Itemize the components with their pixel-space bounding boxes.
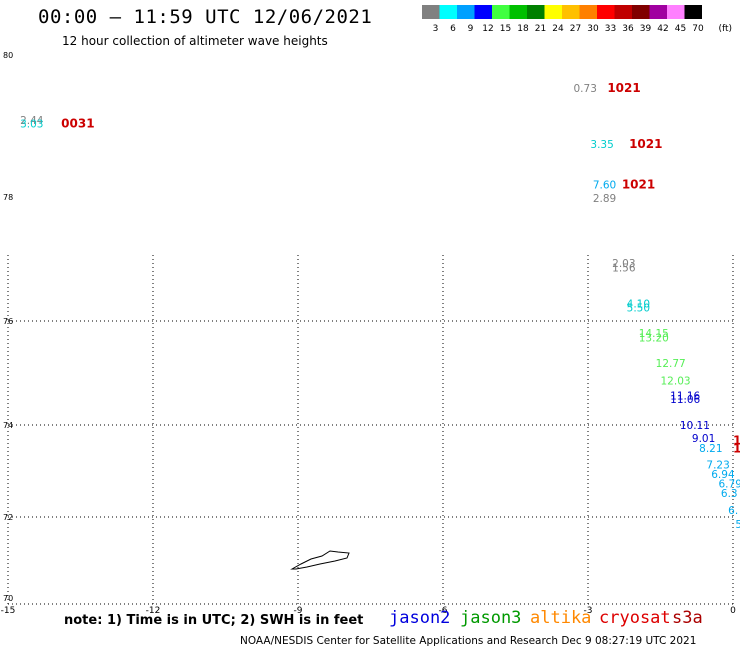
wave-height-label: 12.03 [661, 375, 691, 387]
wave-height-label: 12.77 [656, 358, 686, 370]
wave-height-label: 5.50 [627, 303, 650, 315]
wave-height-label: 5 [735, 519, 740, 531]
wave-height-label: 3.35 [590, 139, 613, 151]
legend-swatch [509, 5, 527, 19]
wave-height-label: 8.21 [699, 443, 722, 455]
legend-swatch [439, 5, 457, 19]
legend-swatch [562, 5, 580, 19]
lat-tick-label: 70 [3, 594, 13, 603]
legend-label: 24 [552, 24, 564, 34]
wave-height-label: 0031 [61, 116, 94, 130]
legend-label: 70 [692, 24, 704, 34]
footer-credit: NOAA/NESDIS Center for Satellite Applica… [240, 635, 697, 647]
lon-tick-label: 0 [730, 606, 736, 616]
wave-height-label: 2.44 [20, 115, 44, 127]
wave-height-label: 6.94 [711, 469, 735, 481]
wave-height-label: 4.10 [627, 298, 650, 310]
satellite-name: jason3 [460, 608, 522, 628]
satellite-name: s3a [672, 608, 703, 628]
wave-height-legend: 3 6 9 12 15 18 21 24 27 30 33 36 39 42 45 70 (ft) [422, 5, 732, 34]
lat-tick-label: 80 [3, 51, 13, 60]
wave-height-label: 7.60 [593, 179, 616, 191]
lon-tick-label: -9 [294, 606, 303, 616]
satellite-name: cryosat [599, 608, 671, 628]
satellite-name: altika [530, 608, 592, 628]
wave-height-label: 2.89 [593, 193, 616, 205]
wave-height-label: 7.23 [706, 460, 729, 472]
footer-note: note: 1) Time is in UTC; 2) SWH is in fe… [64, 613, 364, 628]
wave-height-label: 1.56 [612, 262, 636, 274]
lon-tick-label: -15 [1, 606, 16, 616]
lon-tick-label: -6 [439, 606, 448, 616]
lat-tick-label: 74 [3, 421, 13, 430]
page-title: 00:00 – 11:59 UTC 12/06/2021 [38, 6, 373, 28]
wave-height-label: 1021 [622, 177, 655, 191]
jan-mayen-island [290, 550, 350, 570]
legend-swatch [597, 5, 615, 19]
legend-swatch [579, 5, 597, 19]
wave-height-label: 10.11 [680, 420, 710, 432]
legend-label: 39 [640, 24, 652, 34]
legend-label: 6 [450, 24, 456, 34]
wave-height-label: 6.3 [721, 488, 738, 500]
wave-height-label: 1021 [607, 81, 640, 95]
wave-height-label: 0.73 [574, 83, 597, 95]
legend-label: 27 [570, 24, 581, 34]
wave-height-label: 1 [733, 442, 740, 456]
legend-swatch [632, 5, 650, 19]
lat-tick-label: 76 [3, 317, 13, 326]
lon-tick-label: -3 [584, 606, 593, 616]
wave-height-label: 1021 [629, 137, 662, 151]
lon-tick-label: -12 [146, 606, 161, 616]
legend-swatch [667, 5, 685, 19]
legend-label: 30 [587, 24, 599, 34]
wave-height-label: 11.16 [670, 391, 700, 403]
wave-height-label: 6.79 [719, 479, 740, 491]
legend-swatch [474, 5, 492, 19]
legend-label: 9 [468, 24, 474, 34]
legend-label: 3 [433, 24, 439, 34]
legend-label: 45 [675, 24, 686, 34]
legend-unit: (ft) [718, 24, 732, 34]
wave-height-label: 2.03 [612, 258, 635, 270]
wave-height-label: 14.15 [639, 328, 669, 340]
legend-label: 21 [535, 24, 546, 34]
legend-swatch [649, 5, 667, 19]
wave-height-label: 13.20 [639, 332, 669, 344]
legend-swatch [457, 5, 475, 19]
legend-label: 15 [500, 24, 511, 34]
wave-height-label: 9.01 [692, 433, 715, 445]
wave-height-label: 1 [733, 433, 740, 447]
satellite-name: jason2 [389, 608, 451, 628]
legend-label: 42 [657, 24, 668, 34]
wave-height-label: 11.06 [670, 394, 700, 406]
legend-swatch [614, 5, 632, 19]
legend-swatch [544, 5, 562, 19]
legend-swatch [492, 5, 510, 19]
wave-height-label: 3.03 [20, 118, 43, 130]
legend-label: 12 [482, 24, 493, 34]
legend-label: 18 [517, 24, 529, 34]
page-subtitle: 12 hour collection of altimeter wave hei… [62, 34, 328, 48]
wave-height-label: 6. [728, 505, 738, 517]
legend-swatch [527, 5, 545, 19]
legend-swatch [422, 5, 440, 19]
legend-label: 36 [622, 24, 634, 34]
legend-swatch [684, 5, 702, 19]
lat-tick-label: 78 [3, 193, 13, 202]
lat-tick-label: 72 [3, 513, 13, 522]
legend-label: 33 [605, 24, 616, 34]
